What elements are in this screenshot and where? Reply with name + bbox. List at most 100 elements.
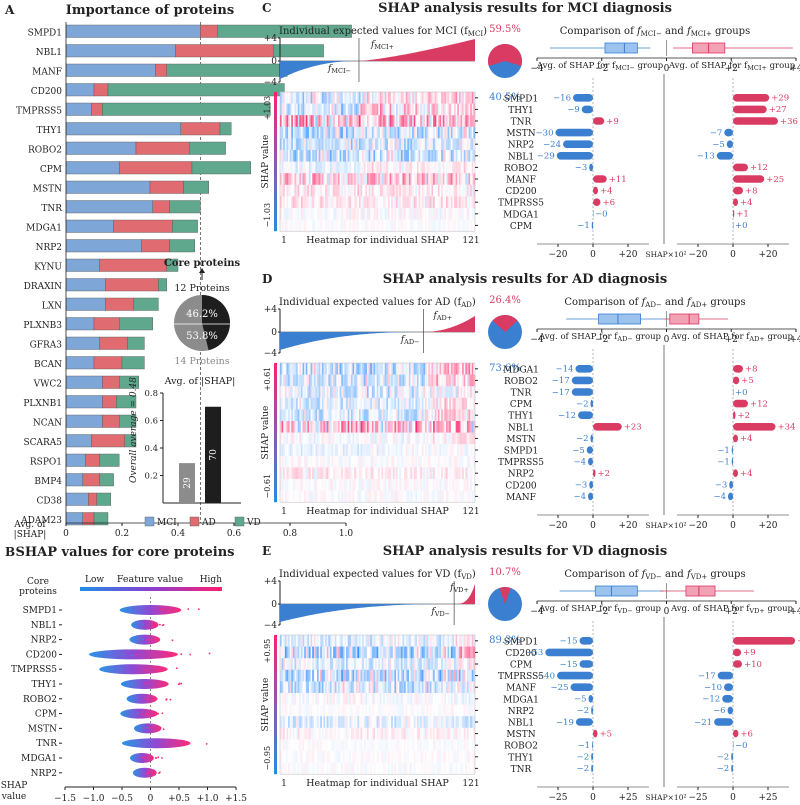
heat-cell <box>341 161 344 174</box>
heat-cell <box>441 444 444 457</box>
heat-cell <box>305 432 308 445</box>
heat-cell <box>384 635 387 647</box>
heat-cell <box>400 397 403 410</box>
heat-cell <box>397 658 400 671</box>
heat-cell <box>386 184 389 197</box>
heat-cell <box>280 646 282 659</box>
heat-cell <box>458 126 461 139</box>
violin-dot <box>152 697 155 700</box>
heat-cell <box>291 479 294 491</box>
heat-cell <box>444 196 447 209</box>
heat-cell <box>334 184 337 197</box>
heat-cell <box>402 658 405 671</box>
heat-cell <box>421 751 424 763</box>
heat-cell <box>375 126 377 139</box>
heat-cell <box>289 658 292 671</box>
heat-cell <box>304 444 307 457</box>
heat-cell <box>307 374 310 387</box>
heat-cell <box>371 669 374 682</box>
heat-cell <box>392 432 395 445</box>
heat-cell <box>416 196 419 209</box>
heat-cell <box>429 444 432 457</box>
heat-cell <box>445 173 448 186</box>
heat-cell <box>363 92 366 104</box>
heat-cell <box>402 479 405 491</box>
heat-cell <box>439 173 442 186</box>
heat-cell <box>299 444 302 457</box>
pie-pct-other: 53.8% <box>186 331 218 342</box>
heat-cell <box>336 739 339 752</box>
heat-cell <box>416 658 419 671</box>
heat-cell <box>405 751 408 763</box>
heat-cell <box>283 751 286 763</box>
heat-cell <box>338 126 340 139</box>
heat-cell <box>376 421 379 433</box>
heat-cell <box>367 635 369 647</box>
heat-cell <box>352 646 355 659</box>
heat-cell <box>347 658 350 671</box>
heat-cell <box>471 669 474 682</box>
heat-cell <box>433 103 436 116</box>
heat-cell <box>458 751 461 763</box>
heat-cell <box>304 693 307 705</box>
heat-cell <box>305 635 308 647</box>
heat-cell <box>381 669 384 682</box>
heat-cell <box>281 669 284 682</box>
heat-cell <box>376 704 379 717</box>
heat-cell <box>431 704 434 717</box>
heat-cell <box>423 444 426 457</box>
bar-ad-robo2 <box>135 141 190 155</box>
heat-cell <box>471 208 474 220</box>
heat-cell <box>379 397 382 410</box>
heat-cell <box>408 173 411 186</box>
heat-cell <box>399 184 402 197</box>
heat-cell <box>315 421 318 433</box>
bar-mci-plxnb3 <box>65 317 95 331</box>
heat-cell <box>381 646 384 659</box>
heat-cell <box>391 467 394 480</box>
heat-cell <box>304 646 307 659</box>
heat-cell <box>317 196 319 209</box>
heat-cell <box>420 762 423 775</box>
heat-cell <box>336 397 339 410</box>
heat-cell <box>447 432 450 445</box>
heat-cell <box>396 386 398 399</box>
heat-cell <box>436 762 439 775</box>
heat-cell <box>304 115 307 128</box>
avg-bar-neg <box>571 376 593 385</box>
heat-cell <box>468 432 471 445</box>
heat-cell <box>325 409 328 422</box>
heat-cell <box>460 421 463 433</box>
heat-cell <box>338 455 340 468</box>
heat-cell <box>437 103 440 116</box>
heat-cell <box>286 386 289 399</box>
heat-cell <box>463 173 466 186</box>
heat-cell <box>346 397 348 410</box>
heat-cell <box>402 173 405 186</box>
heat-cell <box>358 669 361 682</box>
heat-cell <box>358 727 361 740</box>
violin-dot <box>132 624 135 627</box>
heat-cell <box>439 646 442 659</box>
heat-cell <box>338 658 340 671</box>
heat-cell <box>449 432 452 445</box>
heat-cell <box>371 103 374 116</box>
heat-cell <box>454 103 456 116</box>
heat-cell <box>360 397 363 410</box>
heat-cell <box>450 138 453 151</box>
heat-cell <box>358 751 361 763</box>
heat-cell <box>355 161 358 174</box>
heat-cell <box>445 208 448 220</box>
heat-cell <box>471 646 474 659</box>
heat-cell <box>338 479 340 491</box>
heat-cell <box>329 444 332 457</box>
heat-cell <box>415 751 418 763</box>
heat-cell <box>346 126 348 139</box>
heat-cell <box>415 138 418 151</box>
heat-cell <box>423 208 426 220</box>
heat-cell <box>405 669 408 682</box>
heat-cell <box>454 184 456 197</box>
heat-cell <box>318 716 321 729</box>
heat-cell <box>289 386 292 399</box>
heat-cell <box>288 739 290 752</box>
